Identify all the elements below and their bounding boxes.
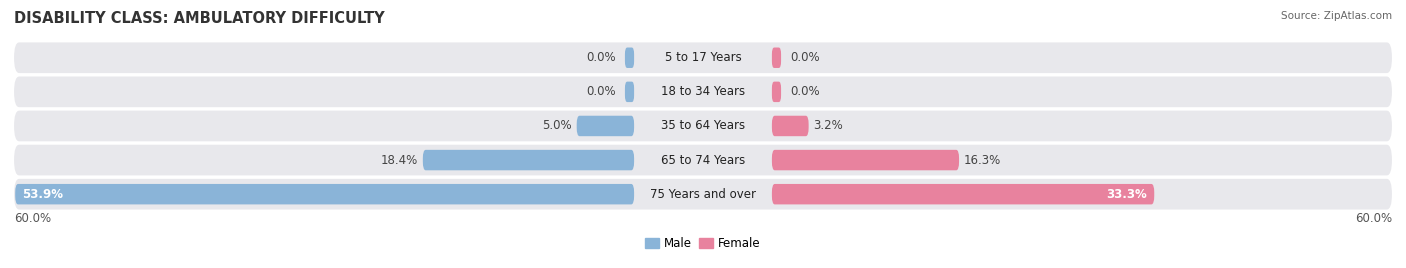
FancyBboxPatch shape — [772, 47, 782, 68]
FancyBboxPatch shape — [772, 116, 808, 136]
FancyBboxPatch shape — [14, 76, 1392, 107]
Text: 60.0%: 60.0% — [14, 212, 51, 225]
Text: Source: ZipAtlas.com: Source: ZipAtlas.com — [1281, 11, 1392, 21]
Text: DISABILITY CLASS: AMBULATORY DIFFICULTY: DISABILITY CLASS: AMBULATORY DIFFICULTY — [14, 11, 385, 26]
FancyBboxPatch shape — [423, 150, 634, 170]
Text: 33.3%: 33.3% — [1107, 188, 1147, 201]
FancyBboxPatch shape — [624, 82, 634, 102]
Text: 3.2%: 3.2% — [813, 120, 844, 132]
Text: 5.0%: 5.0% — [543, 120, 572, 132]
Text: 0.0%: 0.0% — [790, 51, 820, 64]
FancyBboxPatch shape — [772, 184, 1154, 204]
FancyBboxPatch shape — [15, 184, 634, 204]
FancyBboxPatch shape — [624, 47, 634, 68]
FancyBboxPatch shape — [14, 145, 1392, 176]
Text: 75 Years and over: 75 Years and over — [650, 188, 756, 201]
FancyBboxPatch shape — [772, 82, 782, 102]
Text: 35 to 64 Years: 35 to 64 Years — [661, 120, 745, 132]
Text: 18.4%: 18.4% — [381, 154, 418, 167]
FancyBboxPatch shape — [772, 150, 959, 170]
Text: 5 to 17 Years: 5 to 17 Years — [665, 51, 741, 64]
Text: 18 to 34 Years: 18 to 34 Years — [661, 85, 745, 98]
FancyBboxPatch shape — [14, 111, 1392, 141]
Text: 65 to 74 Years: 65 to 74 Years — [661, 154, 745, 167]
Text: 60.0%: 60.0% — [1355, 212, 1392, 225]
Text: 53.9%: 53.9% — [22, 188, 63, 201]
FancyBboxPatch shape — [14, 179, 1392, 210]
Text: 0.0%: 0.0% — [790, 85, 820, 98]
FancyBboxPatch shape — [576, 116, 634, 136]
Text: 16.3%: 16.3% — [963, 154, 1001, 167]
Text: 0.0%: 0.0% — [586, 51, 616, 64]
Text: 0.0%: 0.0% — [586, 85, 616, 98]
Legend: Male, Female: Male, Female — [641, 233, 765, 255]
FancyBboxPatch shape — [14, 42, 1392, 73]
